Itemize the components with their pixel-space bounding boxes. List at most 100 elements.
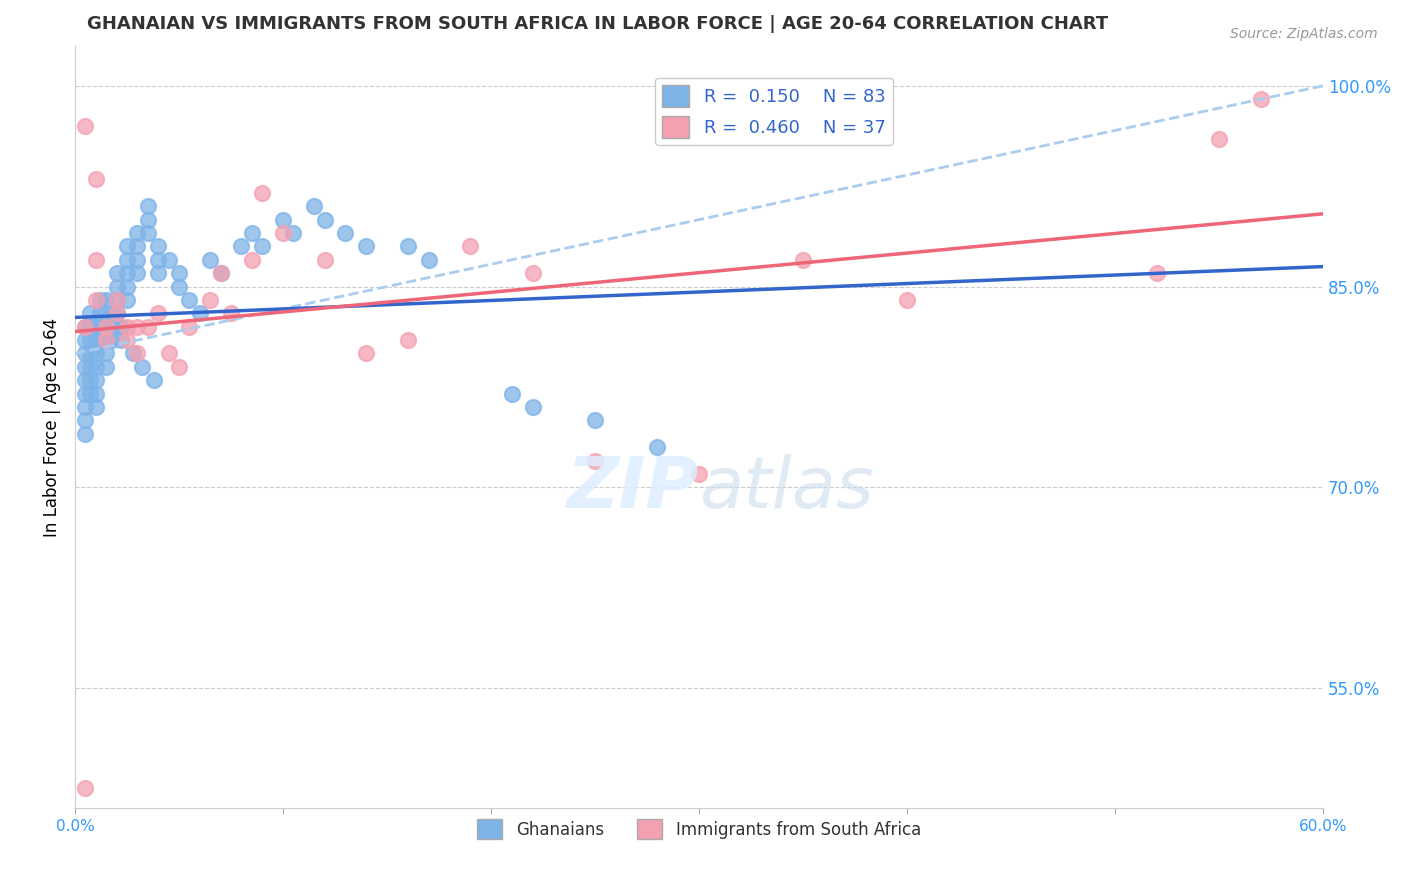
Point xyxy=(84,359,107,374)
Point xyxy=(105,306,128,320)
Point xyxy=(105,266,128,280)
Point xyxy=(96,306,118,320)
Point xyxy=(105,293,128,307)
Point xyxy=(79,306,101,320)
Point xyxy=(96,333,118,347)
Legend: Ghanaians, Immigrants from South Africa: Ghanaians, Immigrants from South Africa xyxy=(471,813,928,846)
Point xyxy=(209,266,232,280)
Point xyxy=(396,333,419,347)
Point xyxy=(136,226,159,240)
Point xyxy=(354,239,377,253)
Point xyxy=(75,119,97,133)
Point xyxy=(115,279,138,293)
Point xyxy=(136,319,159,334)
Point xyxy=(79,333,101,347)
Point xyxy=(647,440,669,454)
Point xyxy=(1208,132,1230,146)
Point xyxy=(200,293,222,307)
Point xyxy=(148,252,170,267)
Point xyxy=(101,319,124,334)
Point xyxy=(101,333,124,347)
Point xyxy=(96,319,118,334)
Text: Source: ZipAtlas.com: Source: ZipAtlas.com xyxy=(1230,27,1378,41)
Point xyxy=(84,400,107,414)
Point xyxy=(75,333,97,347)
Point xyxy=(271,212,294,227)
Point xyxy=(115,293,138,307)
Point xyxy=(314,252,336,267)
Point xyxy=(231,239,253,253)
Point xyxy=(302,199,325,213)
Point xyxy=(396,239,419,253)
Point xyxy=(115,319,138,334)
Point xyxy=(688,467,710,481)
Text: GHANAIAN VS IMMIGRANTS FROM SOUTH AFRICA IN LABOR FORCE | AGE 20-64 CORRELATION : GHANAIAN VS IMMIGRANTS FROM SOUTH AFRICA… xyxy=(87,15,1108,33)
Point xyxy=(127,346,149,360)
Point xyxy=(84,373,107,387)
Point xyxy=(75,426,97,441)
Point xyxy=(179,319,201,334)
Point xyxy=(896,293,918,307)
Point xyxy=(314,212,336,227)
Point xyxy=(127,252,149,267)
Point xyxy=(110,333,132,347)
Point xyxy=(115,266,138,280)
Point xyxy=(501,386,523,401)
Point xyxy=(127,226,149,240)
Point xyxy=(354,346,377,360)
Point xyxy=(583,413,606,427)
Point xyxy=(75,346,97,360)
Point xyxy=(84,252,107,267)
Point xyxy=(79,386,101,401)
Point xyxy=(105,293,128,307)
Point xyxy=(75,386,97,401)
Point xyxy=(79,359,101,374)
Point xyxy=(101,306,124,320)
Point xyxy=(75,319,97,334)
Point xyxy=(209,266,232,280)
Point xyxy=(75,781,97,796)
Point xyxy=(115,239,138,253)
Point xyxy=(89,319,111,334)
Point xyxy=(157,252,180,267)
Point xyxy=(84,319,107,334)
Point xyxy=(75,319,97,334)
Point xyxy=(84,293,107,307)
Point xyxy=(89,333,111,347)
Point xyxy=(240,226,263,240)
Point xyxy=(157,346,180,360)
Point xyxy=(136,199,159,213)
Point xyxy=(105,279,128,293)
Point xyxy=(167,279,190,293)
Point xyxy=(167,266,190,280)
Point xyxy=(89,306,111,320)
Point xyxy=(96,319,118,334)
Point xyxy=(148,266,170,280)
Point xyxy=(75,400,97,414)
Point xyxy=(522,266,544,280)
Point xyxy=(792,252,814,267)
Point xyxy=(89,293,111,307)
Point xyxy=(219,306,242,320)
Point xyxy=(75,413,97,427)
Point xyxy=(122,346,145,360)
Point xyxy=(127,266,149,280)
Point xyxy=(127,319,149,334)
Point xyxy=(200,252,222,267)
Point xyxy=(84,333,107,347)
Point xyxy=(127,239,149,253)
Point xyxy=(115,252,138,267)
Point xyxy=(110,319,132,334)
Point xyxy=(136,212,159,227)
Point xyxy=(96,346,118,360)
Point xyxy=(583,453,606,467)
Point xyxy=(96,293,118,307)
Point xyxy=(79,373,101,387)
Point xyxy=(105,319,128,334)
Y-axis label: In Labor Force | Age 20-64: In Labor Force | Age 20-64 xyxy=(44,318,60,537)
Point xyxy=(96,359,118,374)
Text: atlas: atlas xyxy=(699,453,873,523)
Point xyxy=(79,319,101,334)
Point xyxy=(522,400,544,414)
Point xyxy=(131,359,153,374)
